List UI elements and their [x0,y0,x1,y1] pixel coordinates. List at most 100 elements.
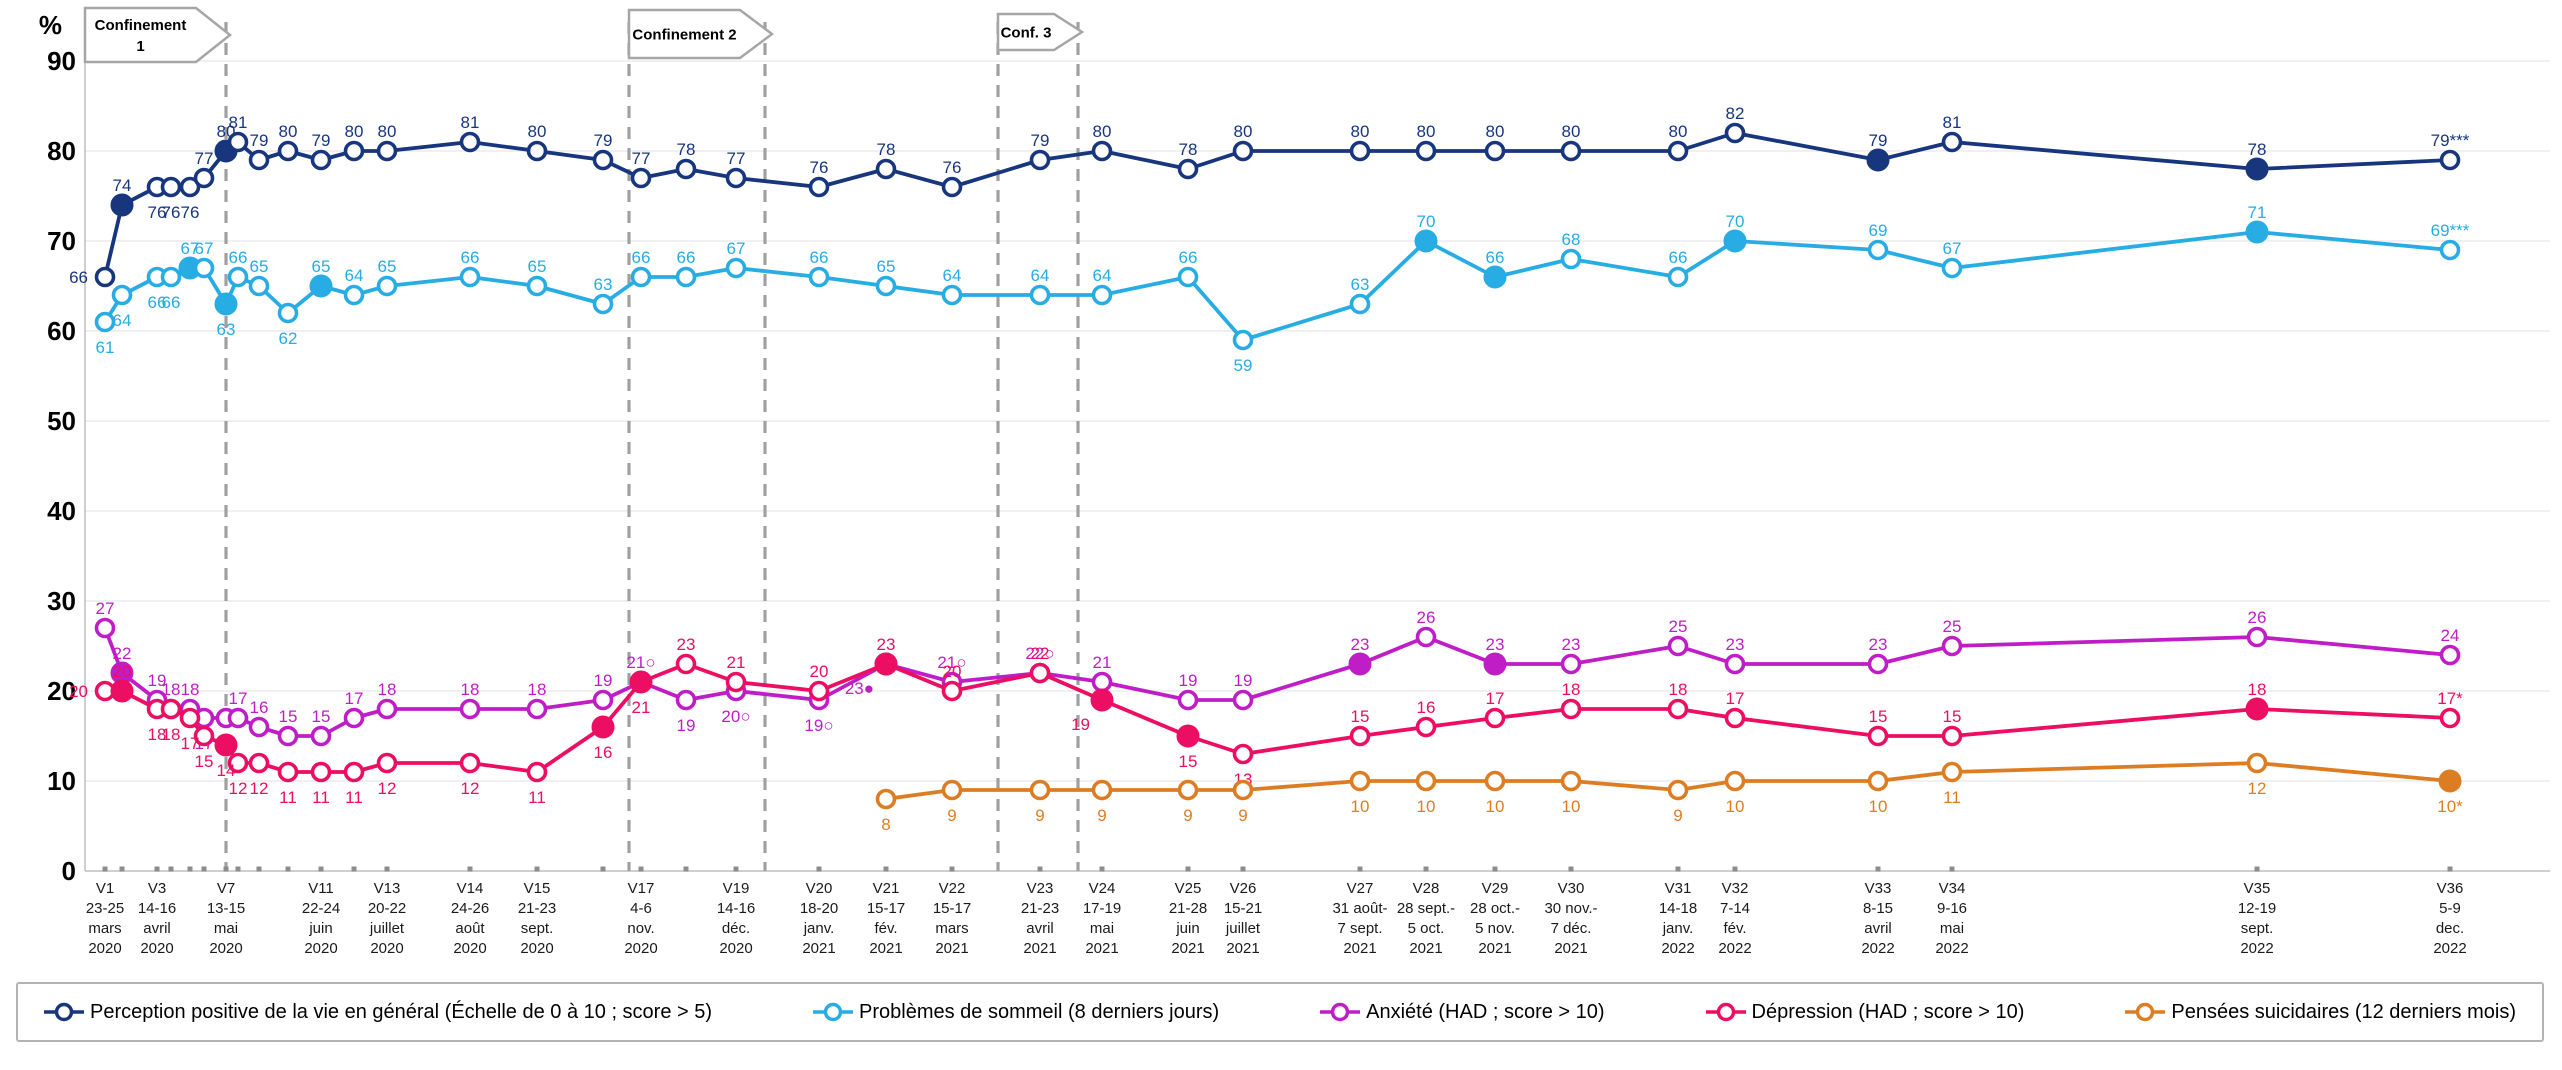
data-point [1867,239,1889,261]
svg-text:2020: 2020 [520,940,553,957]
svg-text:fév.: fév. [874,920,897,937]
data-point [227,752,249,774]
svg-text:V15: V15 [524,880,551,897]
data-label: 23 [1562,635,1581,654]
svg-text:2020: 2020 [304,940,337,957]
data-label: 80 [1093,122,1112,141]
data-point [675,689,697,711]
data-label: 67 [727,239,746,258]
data-label: 19 [1179,671,1198,690]
svg-text:août: août [455,920,485,937]
svg-text:juillet: juillet [1225,920,1261,937]
svg-text:dec.: dec. [2436,920,2464,937]
data-point [808,680,830,702]
data-label: 20○ [721,707,750,726]
data-label: 17 [345,689,364,708]
data-label: 23 [1486,635,1505,654]
data-point [1349,140,1371,162]
data-label: 67 [181,239,200,258]
svg-text:V21: V21 [873,880,900,897]
data-label: 80 [528,122,547,141]
data-label: 9 [1183,806,1192,825]
data-point [1867,770,1889,792]
data-label: 81 [1943,113,1962,132]
data-label: 8 [881,815,890,834]
data-label: 19 [1071,715,1090,734]
data-label: 70 [1726,212,1745,231]
svg-text:2021: 2021 [1478,940,1511,957]
data-label: 65 [528,257,547,276]
data-point [214,292,238,316]
data-label: 11 [345,788,363,807]
data-point [1941,257,1963,279]
svg-text:mai: mai [1090,920,1114,937]
series-pensees-suicidaires: 8 9 9 9 9 9 10 10 10 10 9 10 10 11 12 10* [875,752,2463,834]
data-point [310,725,332,747]
svg-text:40: 40 [47,496,76,526]
data-point [1177,158,1199,180]
data-label: 19 [594,671,613,690]
data-label: 22 [1031,644,1050,663]
svg-text:5 oct.: 5 oct. [1408,920,1445,937]
legend-marker-perception-vie [44,1002,84,1022]
data-point [310,761,332,783]
data-label: 23 [1869,635,1888,654]
svg-text:2021: 2021 [1023,940,1056,957]
data-label: 66 [162,293,181,312]
svg-text:V23: V23 [1027,880,1054,897]
data-point [2438,769,2462,793]
legend-label: Perception positive de la vie en général… [90,1000,713,1023]
data-label: 66 [148,293,167,312]
data-point [941,680,963,702]
data-point [1029,149,1051,171]
data-point [1029,779,1051,801]
data-point [248,716,270,738]
data-label: 10 [1417,797,1436,816]
data-label: 9 [1097,806,1106,825]
data-label: 65 [877,257,896,276]
data-label: 80 [345,122,364,141]
data-label: 79 [250,131,269,150]
data-point [1349,293,1371,315]
data-label: 79 [312,131,331,150]
data-label: 66 [632,248,651,267]
data-label: 63 [217,320,236,339]
data-label: 24 [2441,626,2460,645]
data-point [1560,698,1582,720]
svg-text:V13: V13 [374,880,401,897]
data-point [875,158,897,180]
data-point [343,284,365,306]
svg-text:21-23: 21-23 [518,900,556,917]
data-label: 18 [2248,680,2267,699]
data-label: 69 [1869,221,1888,240]
data-label: 11 [312,788,330,807]
data-label: 15 [1869,707,1888,726]
svg-text:2022: 2022 [1861,940,1894,957]
svg-text:24-26: 24-26 [451,900,489,917]
svg-text:%: % [39,10,62,40]
svg-text:21-23: 21-23 [1021,900,1059,917]
data-point [526,761,548,783]
data-point [1724,707,1746,729]
svg-text:2021: 2021 [1085,940,1118,957]
data-point [459,752,481,774]
svg-text:V1: V1 [96,880,114,897]
svg-text:avril: avril [143,920,171,937]
legend-item-anxiete: Anxiété (HAD ; score > 10) [1320,1001,1605,1024]
data-label: 26 [2248,608,2267,627]
data-point [110,679,134,703]
data-point [111,284,133,306]
svg-text:17-19: 17-19 [1083,900,1121,917]
data-label: 78 [1179,140,1198,159]
data-label: 15 [195,752,214,771]
data-label: 18 [181,680,200,699]
svg-text:2021: 2021 [869,940,902,957]
svg-text:5 nov.: 5 nov. [1475,920,1515,937]
data-point [277,725,299,747]
data-label: 23 [1351,635,1370,654]
svg-text:14-18: 14-18 [1659,900,1697,917]
data-point [1415,626,1437,648]
data-point [725,167,747,189]
data-label: 76 [181,203,200,222]
data-label: 81 [461,113,480,132]
